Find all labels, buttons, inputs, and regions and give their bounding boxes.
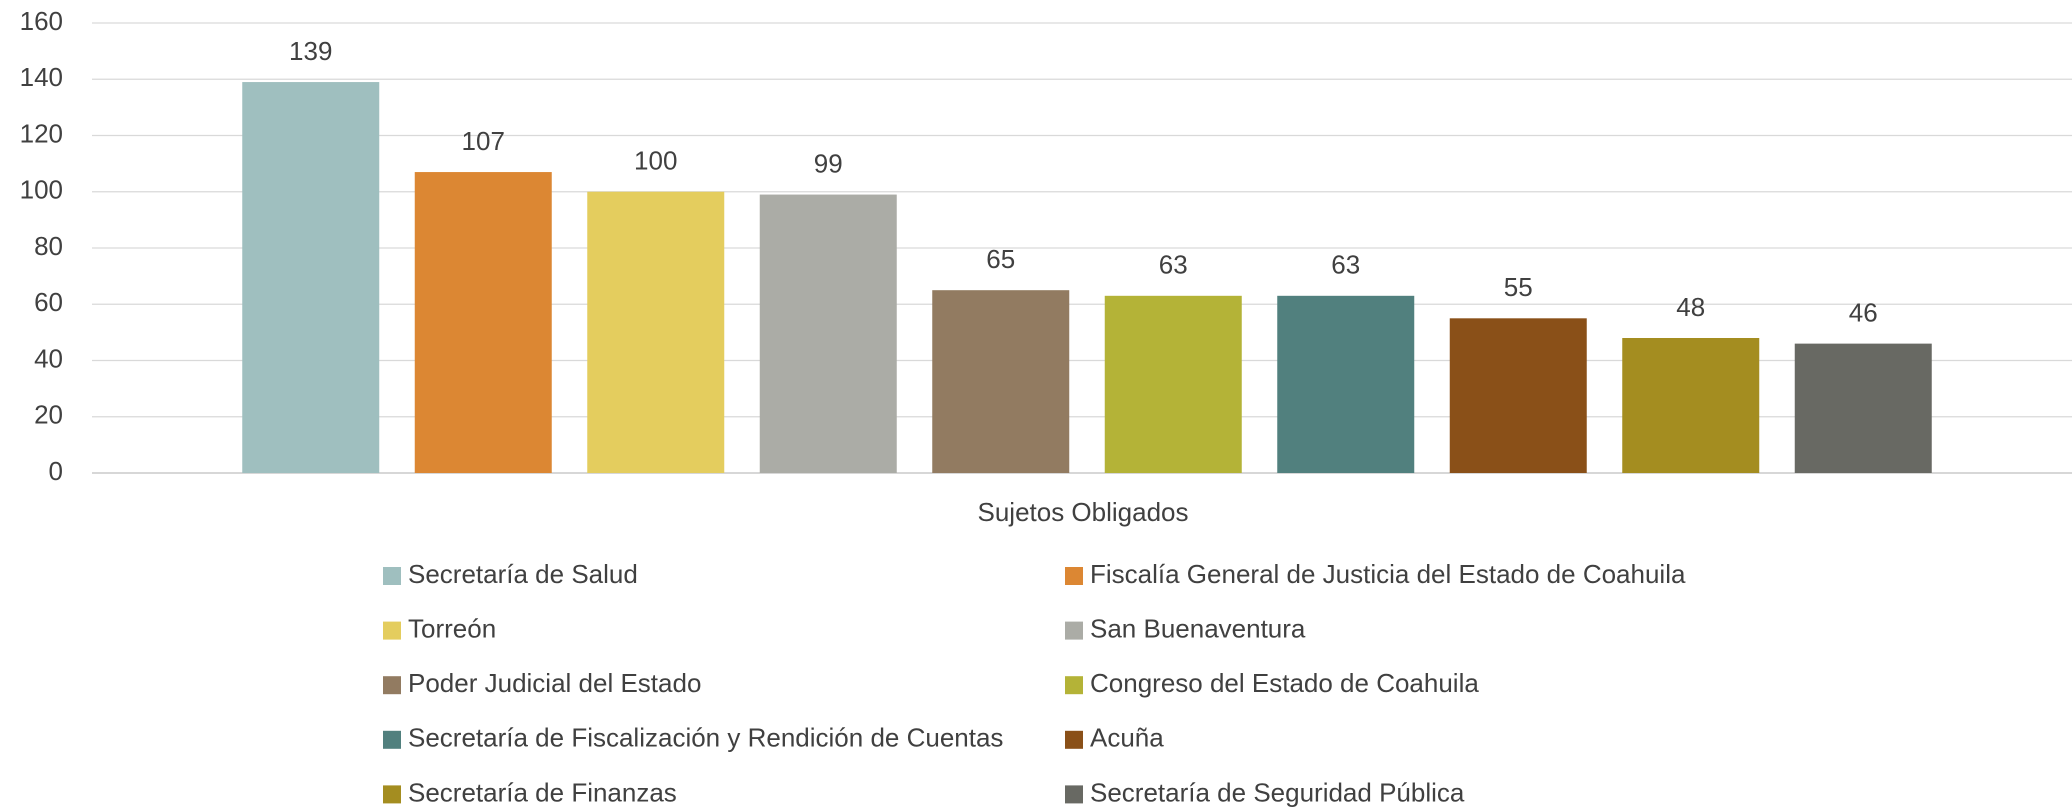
legend-swatch: [1065, 567, 1083, 585]
data-label: 46: [1849, 298, 1878, 328]
legend-label: Poder Judicial del Estado: [408, 668, 701, 698]
legend-label: Secretaría de Fiscalización y Rendición …: [408, 723, 1003, 753]
data-label: 55: [1504, 272, 1533, 302]
y-tick-label: 100: [20, 175, 63, 205]
data-label: 99: [814, 148, 843, 178]
data-label: 63: [1159, 250, 1188, 280]
bar: [1449, 318, 1587, 473]
y-tick-label: 140: [20, 62, 63, 92]
data-label: 48: [1676, 292, 1705, 322]
bar: [1277, 295, 1415, 473]
legend-label: Secretaría de Finanzas: [408, 777, 677, 807]
bar: [587, 191, 725, 473]
bar: [1794, 343, 1932, 473]
legend-swatch: [383, 621, 401, 640]
legend-label: Acuña: [1090, 723, 1164, 753]
bar: [759, 194, 897, 473]
y-tick-label: 60: [34, 287, 63, 317]
y-tick-label: 80: [34, 231, 63, 261]
legend-swatch: [383, 567, 401, 585]
y-tick-label: 20: [34, 400, 63, 430]
data-label: 139: [289, 36, 332, 66]
bar: [414, 172, 552, 473]
bar: [242, 82, 380, 473]
y-tick-label: 40: [34, 343, 63, 373]
legend-swatch: [383, 730, 401, 749]
legend-label: Secretaría de Seguridad Pública: [1090, 777, 1465, 807]
x-tick-label: Sujetos Obligados: [977, 497, 1188, 527]
y-tick-label: 120: [20, 118, 63, 148]
legend-swatch: [1065, 621, 1083, 640]
legend-swatch: [383, 785, 401, 804]
bar: [1622, 338, 1760, 473]
data-label: 100: [634, 146, 677, 176]
legend-label: Torreón: [408, 613, 496, 643]
legend-swatch: [1065, 730, 1083, 749]
legend-label: Congreso del Estado de Coahuila: [1090, 668, 1479, 698]
data-label: 63: [1331, 250, 1360, 280]
legend-label: Secretaría de Salud: [408, 559, 638, 589]
legend-swatch: [383, 676, 401, 695]
legend-swatch: [1065, 676, 1083, 695]
legend-label: San Buenaventura: [1090, 613, 1306, 643]
bar: [932, 290, 1070, 473]
y-tick-label: 160: [20, 6, 63, 36]
legend-label: Fiscalía General de Justicia del Estado …: [1090, 559, 1686, 589]
data-label: 107: [462, 126, 505, 156]
data-label: 65: [986, 244, 1015, 274]
legend-swatch: [1065, 785, 1083, 804]
bar: [1104, 295, 1242, 473]
y-tick-label: 0: [49, 456, 63, 486]
